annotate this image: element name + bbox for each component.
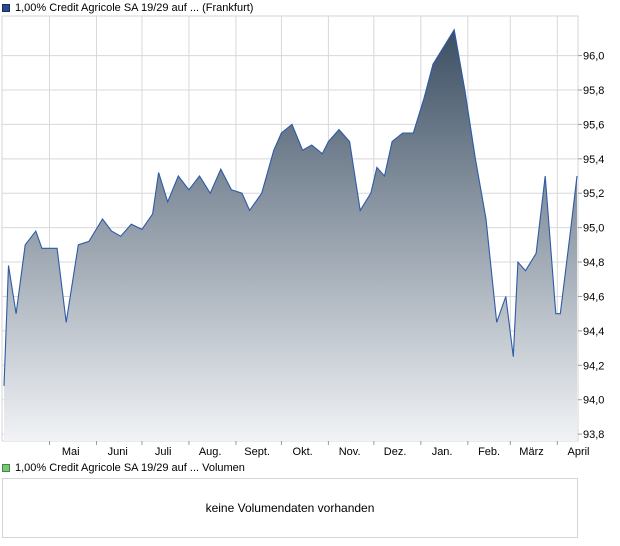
y-tick-label: 94,0 <box>583 395 604 407</box>
y-tick-label: 94,8 <box>583 257 604 269</box>
x-tick-label: Jan. <box>432 446 453 458</box>
volume-legend-label: 1,00% Credit Agricole SA 19/29 auf ... V… <box>15 462 245 474</box>
y-tick-label: 96,0 <box>583 51 604 63</box>
volume-series-swatch <box>2 464 10 472</box>
volume-panel: keine Volumendaten vorhanden <box>2 478 578 538</box>
y-tick-label: 95,8 <box>583 85 604 97</box>
y-tick-label: 94,4 <box>583 326 604 338</box>
x-tick-label: März <box>519 446 543 458</box>
price-legend-label: 1,00% Credit Agricole SA 19/29 auf ... (… <box>15 2 254 14</box>
price-series-swatch <box>2 4 10 12</box>
x-tick-label: Aug. <box>199 446 222 458</box>
x-tick-label: Juli <box>155 446 172 458</box>
price-area-fill <box>4 29 577 442</box>
x-tick-label: Mai <box>62 446 80 458</box>
x-tick-label: Feb. <box>478 446 500 458</box>
y-tick-label: 94,2 <box>583 360 604 372</box>
price-chart: 93,8 94,0 94,2 94,4 94,6 94,8 95,0 95,2 95,4 95,6… <box>1 15 604 458</box>
y-tick-label: 94,6 <box>583 291 604 303</box>
y-tick-label: 93,8 <box>583 429 604 441</box>
y-tick-label: 95,4 <box>583 154 604 166</box>
price-legend: 1,00% Credit Agricole SA 19/29 auf ... (… <box>2 1 253 15</box>
price-line <box>3 28 578 386</box>
x-tick-label: Nov. <box>339 446 361 458</box>
x-tick-label: Okt. <box>293 446 313 458</box>
volume-legend: 1,00% Credit Agricole SA 19/29 auf ... V… <box>2 461 245 475</box>
x-tick-label: Sept. <box>244 446 270 458</box>
x-tick-label: Dez. <box>384 446 407 458</box>
y-tick-label: 95,6 <box>583 119 604 131</box>
y-tick-label: 95,2 <box>583 188 604 200</box>
volume-empty-message: keine Volumendaten vorhanden <box>205 501 375 515</box>
y-tick-label: 95,0 <box>583 223 604 235</box>
x-tick-label: Juni <box>108 446 128 458</box>
x-tick-label: April <box>568 446 590 458</box>
